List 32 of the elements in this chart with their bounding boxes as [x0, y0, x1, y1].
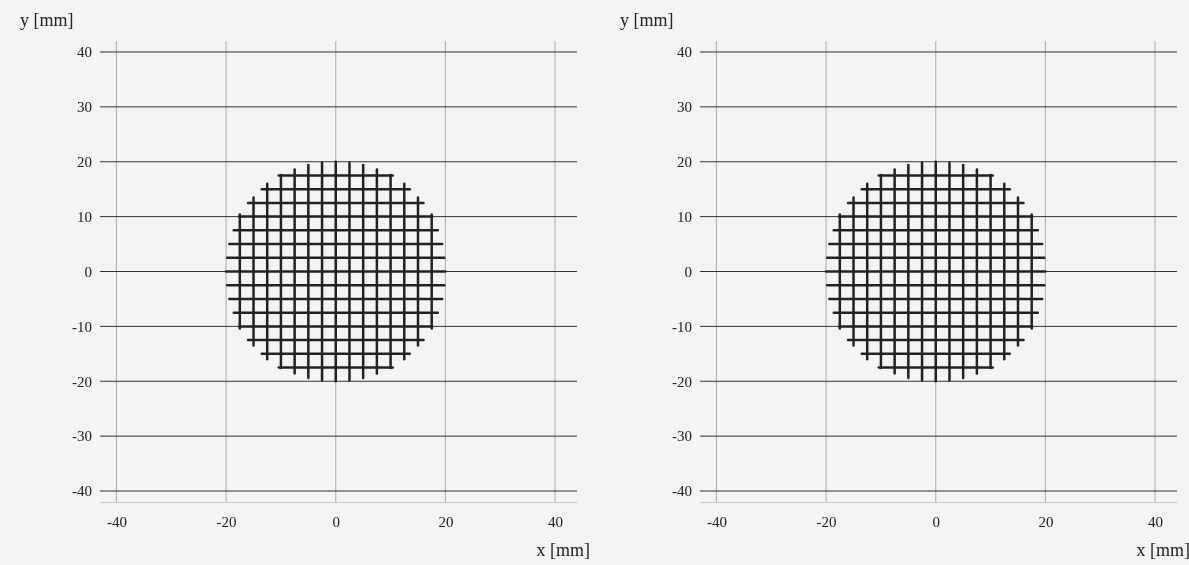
x-tick-label: 40	[548, 513, 564, 530]
y-tick-label: -30	[672, 428, 692, 445]
y-tick-label: -30	[72, 428, 92, 445]
y-tick-label: 10	[77, 208, 92, 225]
x-tick-label: -40	[706, 513, 727, 530]
y-tick-label: 0	[684, 263, 692, 280]
y-tick-label: -40	[72, 483, 92, 500]
x-tick-label: -20	[816, 513, 837, 530]
x-tick-label: 0	[332, 513, 341, 530]
y-tick-label: 30	[677, 99, 692, 116]
y-tick-label: -20	[672, 373, 692, 390]
x-axis-title: x [mm]	[1136, 540, 1189, 560]
y-axis-title: y [mm]	[20, 10, 74, 30]
y-tick-label: 30	[77, 99, 92, 116]
x-tick-label: 40	[1148, 513, 1164, 530]
x-tick-label: 20	[438, 513, 454, 530]
y-tick-label: -20	[72, 373, 92, 390]
y-tick-label: -10	[672, 318, 692, 335]
y-tick-label: 10	[677, 208, 692, 225]
y-tick-label: 0	[84, 263, 92, 280]
x-tick-label: 20	[1038, 513, 1054, 530]
y-tick-label: -40	[672, 483, 692, 500]
y-axis-title: y [mm]	[620, 10, 674, 30]
x-axis-title: x [mm]	[536, 540, 590, 560]
y-tick-label: 40	[77, 44, 92, 61]
y-tick-label: -10	[72, 318, 92, 335]
y-tick-label: 20	[77, 154, 92, 171]
x-tick-label: -20	[216, 513, 237, 530]
y-tick-label: 20	[677, 154, 692, 171]
x-tick-label: -40	[106, 513, 127, 530]
x-tick-label: 0	[932, 513, 941, 530]
y-tick-label: 40	[677, 44, 692, 61]
